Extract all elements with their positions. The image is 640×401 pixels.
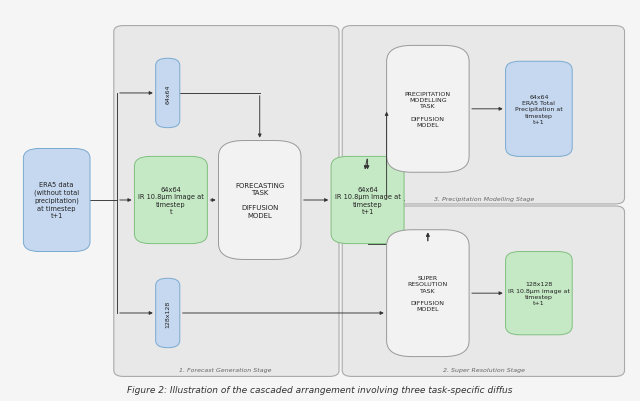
Text: 128x128
IR 10.8μm image at
timestep
t+1: 128x128 IR 10.8μm image at timestep t+1	[508, 282, 570, 305]
FancyBboxPatch shape	[156, 279, 180, 348]
Text: 64x64
IR 10.8μm Image at
timestep
t+1: 64x64 IR 10.8μm Image at timestep t+1	[335, 186, 401, 215]
Text: 3. Precipitation Modelling Stage: 3. Precipitation Modelling Stage	[433, 197, 534, 202]
Text: 2. Super Resolution Stage: 2. Super Resolution Stage	[443, 368, 525, 373]
FancyBboxPatch shape	[506, 62, 572, 157]
FancyBboxPatch shape	[24, 149, 90, 252]
FancyBboxPatch shape	[134, 157, 207, 244]
FancyBboxPatch shape	[506, 252, 572, 335]
FancyBboxPatch shape	[331, 157, 404, 244]
Text: 64x64
IR 10.8μm Image at
timestep
t: 64x64 IR 10.8μm Image at timestep t	[138, 186, 204, 215]
Text: 1. Forecast Generation Stage: 1. Forecast Generation Stage	[179, 368, 271, 373]
FancyBboxPatch shape	[114, 26, 339, 377]
Text: ERA5 data
(without total
precipitation)
at timestep
t+1: ERA5 data (without total precipitation) …	[34, 182, 79, 219]
Text: 128x128: 128x128	[165, 300, 170, 327]
Text: 64x64: 64x64	[165, 84, 170, 103]
FancyBboxPatch shape	[387, 46, 469, 173]
Text: Figure 2: Illustration of the cascaded arrangement involving three task-specific: Figure 2: Illustration of the cascaded a…	[127, 385, 513, 394]
Text: PRECIPITATION
MODELLING
TASK

DIFFUSION
MODEL: PRECIPITATION MODELLING TASK DIFFUSION M…	[404, 91, 451, 128]
Text: FORECASTING
TASK

DIFFUSION
MODEL: FORECASTING TASK DIFFUSION MODEL	[235, 182, 284, 219]
FancyBboxPatch shape	[342, 26, 625, 205]
Text: SUPER
RESOLUTION
TASK

DIFFUSION
MODEL: SUPER RESOLUTION TASK DIFFUSION MODEL	[408, 275, 448, 312]
FancyBboxPatch shape	[342, 207, 625, 377]
FancyBboxPatch shape	[218, 141, 301, 260]
FancyBboxPatch shape	[387, 230, 469, 357]
Text: 64x64
ERA5 Total
Precipitation at
timestep
t+1: 64x64 ERA5 Total Precipitation at timest…	[515, 95, 563, 124]
FancyBboxPatch shape	[156, 59, 180, 128]
